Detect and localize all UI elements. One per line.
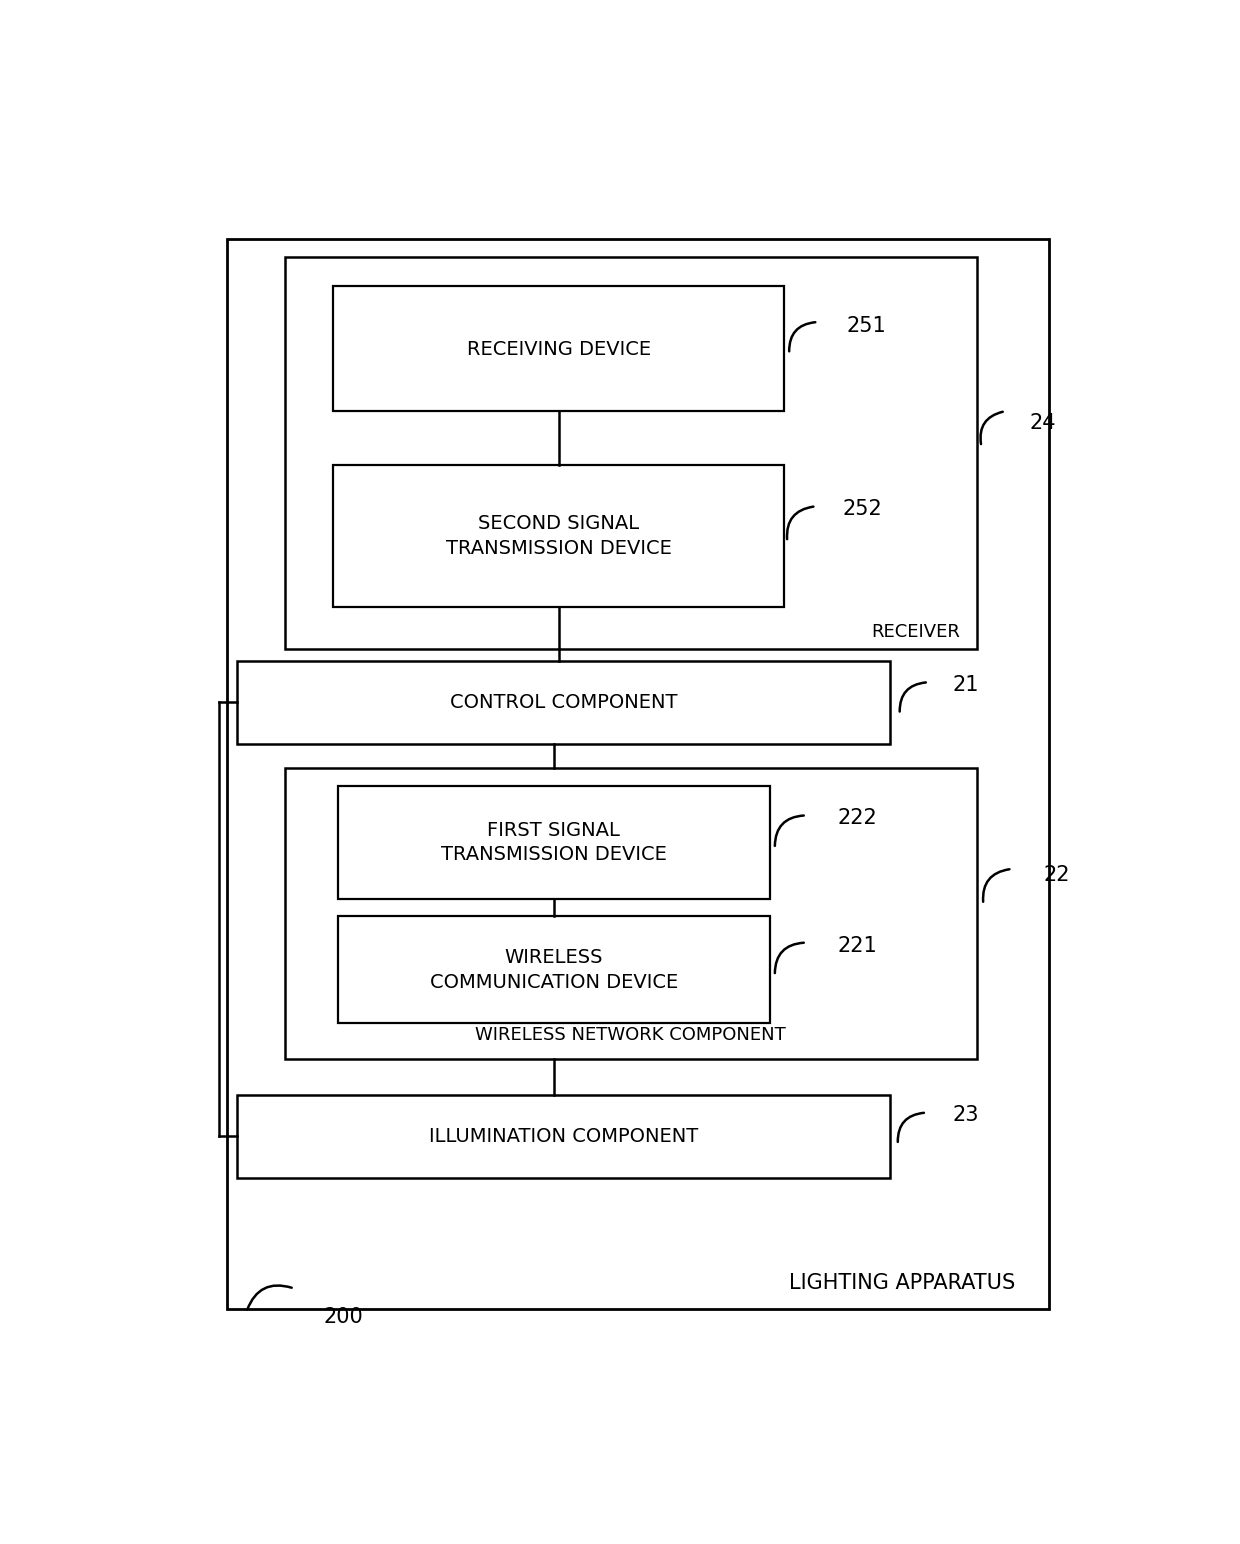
Bar xyxy=(227,239,1049,1309)
Text: LIGHTING APPARATUS: LIGHTING APPARATUS xyxy=(789,1274,1016,1294)
Bar xyxy=(285,256,977,648)
Text: 22: 22 xyxy=(1044,865,1070,885)
Text: 251: 251 xyxy=(847,315,887,335)
Bar xyxy=(337,786,770,899)
Bar xyxy=(332,286,785,411)
Text: ILLUMINATION COMPONENT: ILLUMINATION COMPONENT xyxy=(429,1127,698,1146)
Bar xyxy=(237,661,890,744)
Text: RECEIVING DEVICE: RECEIVING DEVICE xyxy=(466,340,651,358)
Bar xyxy=(237,1095,890,1178)
Text: RECEIVER: RECEIVER xyxy=(872,622,960,641)
Bar xyxy=(332,465,785,607)
Text: FIRST SIGNAL
TRANSMISSION DEVICE: FIRST SIGNAL TRANSMISSION DEVICE xyxy=(441,821,667,865)
Text: 21: 21 xyxy=(952,675,980,695)
Text: 222: 222 xyxy=(837,808,877,828)
Text: 252: 252 xyxy=(842,499,882,519)
Text: 24: 24 xyxy=(1029,414,1056,432)
Text: CONTROL COMPONENT: CONTROL COMPONENT xyxy=(450,693,677,712)
Text: 221: 221 xyxy=(837,936,877,956)
Bar xyxy=(337,917,770,1024)
Text: WIRELESS NETWORK COMPONENT: WIRELESS NETWORK COMPONENT xyxy=(475,1025,786,1044)
Text: WIRELESS
COMMUNICATION DEVICE: WIRELESS COMMUNICATION DEVICE xyxy=(430,948,678,991)
Text: 200: 200 xyxy=(324,1308,363,1328)
Text: 23: 23 xyxy=(952,1106,980,1126)
Text: SECOND SIGNAL
TRANSMISSION DEVICE: SECOND SIGNAL TRANSMISSION DEVICE xyxy=(445,514,672,557)
Bar xyxy=(285,767,977,1059)
